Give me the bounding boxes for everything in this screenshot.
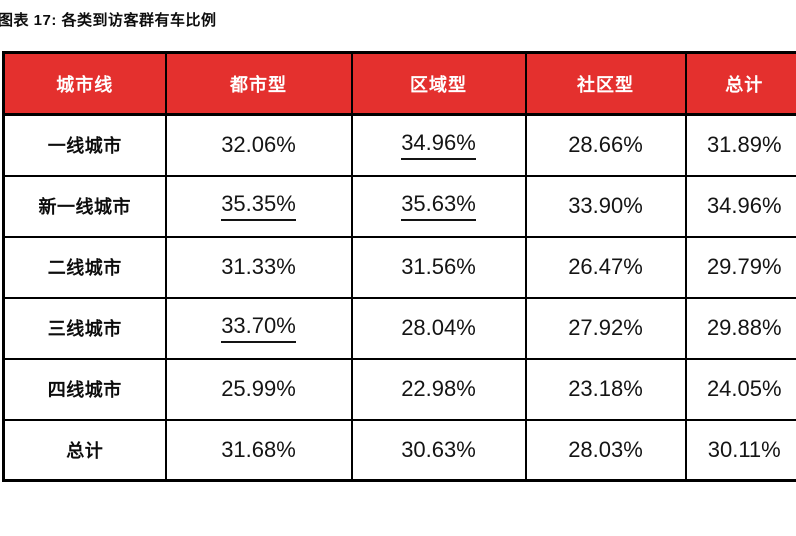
table-cell: 26.47% bbox=[524, 235, 687, 299]
table-cell: 31.56% bbox=[350, 235, 527, 299]
cell-value: 30.63% bbox=[401, 436, 476, 462]
cell-value: 30.11% bbox=[707, 436, 781, 462]
cell-value: 28.04% bbox=[401, 315, 476, 340]
cell-value: 25.99% bbox=[221, 376, 296, 401]
cell-value: 31.56% bbox=[401, 254, 476, 279]
cell-value-underlined: 35.63% bbox=[401, 191, 476, 221]
cell-value: 26.47% bbox=[568, 254, 643, 279]
table-cell: 23.18% bbox=[524, 357, 687, 421]
column-header-4: 总计 bbox=[684, 51, 796, 116]
table-row: 新一线城市 35.35% 35.63% 33.90% 34.96% bbox=[2, 174, 796, 238]
cell-value: 24.05% bbox=[706, 376, 782, 401]
table-row: 四线城市 25.99% 22.98% 23.18% 24.05% bbox=[2, 357, 796, 421]
row-label: 四线城市 bbox=[2, 357, 167, 421]
cell-value-underlined: 34.96% bbox=[401, 130, 476, 161]
cell-value-underlined: 33.70% bbox=[221, 313, 296, 343]
row-label: 三线城市 bbox=[2, 296, 167, 360]
table-cell: 35.63% bbox=[350, 174, 527, 238]
table-cell: 29.88% bbox=[684, 296, 796, 360]
table-cell: 33.90% bbox=[524, 174, 687, 238]
cell-value: 33.90% bbox=[568, 193, 643, 218]
table-row: 总计 31.68% 30.63% 28.03% 30.11% bbox=[2, 418, 796, 482]
table-row: 三线城市 33.70% 28.04% 27.92% 29.88% bbox=[2, 296, 796, 360]
figure-title: 图表 17: 各类到访客群有车比例 bbox=[0, 12, 217, 29]
table-cell: 31.68% bbox=[164, 418, 353, 482]
cell-value: 32.06% bbox=[221, 132, 296, 158]
cell-value: 29.79% bbox=[706, 254, 782, 279]
row-label: 一线城市 bbox=[2, 113, 167, 177]
car-ownership-table: 城市线 都市型 区域型 社区型 总计 一线城市 32.06% 34.96% 28.66% 31.… bbox=[2, 51, 796, 482]
cell-value: 31.68% bbox=[221, 436, 296, 462]
row-label: 二线城市 bbox=[2, 235, 167, 299]
table-cell: 31.33% bbox=[164, 235, 353, 299]
table-cell: 25.99% bbox=[164, 357, 353, 421]
table-cell: 28.04% bbox=[350, 296, 527, 360]
cell-value: 31.33% bbox=[221, 254, 296, 279]
row-label: 总计 bbox=[2, 418, 167, 482]
table-cell: 35.35% bbox=[164, 174, 353, 238]
table-cell: 34.96% bbox=[350, 113, 527, 177]
table-cell: 28.66% bbox=[524, 113, 687, 177]
table-cell: 34.96% bbox=[684, 174, 796, 238]
column-header-0: 城市线 bbox=[2, 51, 167, 116]
table-cell: 27.92% bbox=[524, 296, 687, 360]
cell-value: 22.98% bbox=[401, 376, 476, 401]
cell-value: 31.89% bbox=[706, 132, 782, 158]
column-header-1: 都市型 bbox=[164, 51, 353, 116]
table-cell: 30.11% bbox=[684, 418, 796, 482]
column-header-3: 社区型 bbox=[524, 51, 687, 116]
table-cell: 28.03% bbox=[524, 418, 687, 482]
cell-value: 28.66% bbox=[568, 132, 643, 158]
cell-value-underlined: 35.35% bbox=[221, 191, 296, 221]
table-header-row: 城市线 都市型 区域型 社区型 总计 bbox=[2, 51, 796, 116]
table-cell: 30.63% bbox=[350, 418, 527, 482]
table-cell: 22.98% bbox=[350, 357, 527, 421]
table-row: 二线城市 31.33% 31.56% 26.47% 29.79% bbox=[2, 235, 796, 299]
cell-value: 27.92% bbox=[568, 315, 643, 340]
column-header-2: 区域型 bbox=[350, 51, 527, 116]
cell-value: 29.88% bbox=[706, 315, 782, 340]
table-row: 一线城市 32.06% 34.96% 28.66% 31.89% bbox=[2, 113, 796, 177]
table-body: 一线城市 32.06% 34.96% 28.66% 31.89% 新一线城市 35.35% 3… bbox=[2, 113, 796, 482]
table-cell: 31.89% bbox=[684, 113, 796, 177]
cell-value: 28.03% bbox=[568, 436, 643, 462]
cell-value: 23.18% bbox=[568, 376, 643, 401]
table-cell: 33.70% bbox=[164, 296, 353, 360]
table-cell: 29.79% bbox=[684, 235, 796, 299]
row-label: 新一线城市 bbox=[2, 174, 167, 238]
cell-value: 34.96% bbox=[706, 193, 782, 218]
table-cell: 32.06% bbox=[164, 113, 353, 177]
table-cell: 24.05% bbox=[684, 357, 796, 421]
